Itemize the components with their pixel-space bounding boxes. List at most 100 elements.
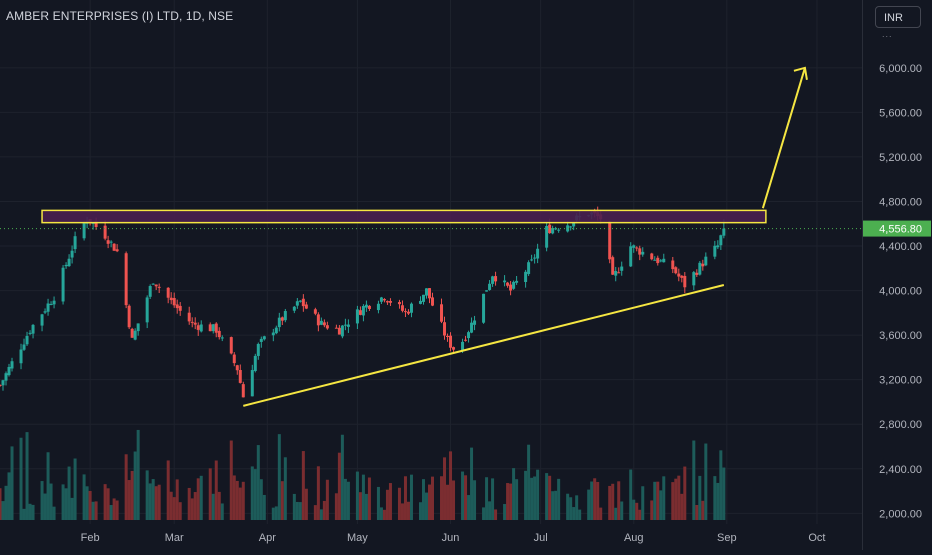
- volume-bar: [452, 480, 456, 520]
- volume-bar: [388, 483, 392, 520]
- y-tick-label: 4,800.00: [879, 196, 922, 208]
- candle-body: [43, 311, 47, 313]
- candle-body: [106, 240, 110, 244]
- y-tick-label: 4,400.00: [879, 241, 922, 253]
- volume-bar: [292, 493, 296, 520]
- volume-bar: [548, 475, 552, 520]
- volume-bar: [470, 447, 474, 520]
- candle-body: [692, 272, 696, 286]
- volume-bar: [494, 509, 498, 520]
- candle-body: [545, 225, 549, 248]
- volume-bar: [154, 486, 158, 520]
- candle-body: [379, 297, 383, 302]
- candle-body: [427, 288, 431, 299]
- volume-bar: [196, 478, 200, 520]
- candle-body: [403, 311, 407, 313]
- volume-bar: [427, 484, 431, 520]
- volume-bar: [406, 501, 410, 520]
- volume-bar: [461, 471, 465, 520]
- volume-bar: [250, 466, 254, 520]
- volume-bar: [620, 501, 624, 520]
- candle-body: [316, 314, 320, 326]
- candle-body: [7, 366, 11, 376]
- volume-bar: [662, 476, 666, 520]
- candle-body: [488, 283, 492, 290]
- candle-body: [82, 223, 86, 239]
- candle-body: [695, 272, 699, 275]
- candle-body: [10, 361, 14, 369]
- candle-body: [611, 257, 615, 275]
- last-price-label-bg: [863, 220, 931, 237]
- volume-bar: [364, 493, 368, 520]
- volume-bars: [0, 429, 726, 520]
- volume-bar: [424, 492, 428, 520]
- candle-body: [620, 266, 624, 271]
- candle-body: [283, 311, 287, 321]
- volume-bar: [587, 489, 591, 520]
- candle-body: [130, 328, 134, 338]
- candle-body: [94, 221, 98, 227]
- volume-bar: [259, 479, 263, 520]
- volume-bar: [599, 507, 603, 520]
- candle-body: [274, 327, 278, 334]
- candle-body: [452, 347, 456, 350]
- volume-bar: [70, 497, 74, 520]
- candle-body: [719, 235, 723, 246]
- volume-bar: [692, 440, 696, 520]
- candle-body: [554, 228, 558, 230]
- candle-body: [52, 300, 56, 305]
- volume-bar: [491, 478, 495, 520]
- volume-bar: [701, 500, 705, 520]
- candle-body: [473, 320, 477, 325]
- volume-bar: [358, 492, 362, 520]
- candle-body: [103, 225, 107, 239]
- volume-bar: [28, 503, 32, 520]
- volume-bar: [169, 491, 173, 520]
- breakout-arrowhead: [793, 66, 808, 81]
- annotations[interactable]: [0, 66, 862, 407]
- candle-body: [250, 370, 254, 397]
- candle-body: [418, 300, 422, 304]
- volume-bar: [509, 483, 513, 520]
- y-axis[interactable]: 6,000.00 5,600.00 5,200.00 4,800.00 4,400.00…: [862, 0, 932, 550]
- volume-bar: [61, 484, 65, 520]
- candle-body: [304, 304, 308, 309]
- candle-body: [449, 335, 453, 348]
- volume-bar: [325, 479, 329, 520]
- candle-body: [614, 271, 618, 276]
- candle-body: [503, 280, 507, 283]
- volume-bar: [716, 482, 720, 520]
- volume-bar: [313, 505, 317, 520]
- candle-body: [536, 248, 540, 259]
- volume-bar: [298, 502, 302, 520]
- volume-bar: [133, 451, 137, 520]
- candle-body: [641, 251, 645, 255]
- x-axis[interactable]: Feb Mar Apr May Jun Jul Aug Sep Oct: [81, 532, 826, 544]
- volume-bar: [262, 494, 266, 520]
- volume-bar: [82, 474, 86, 520]
- volume-bar: [572, 507, 576, 520]
- candle-body: [722, 228, 726, 236]
- volume-bar: [256, 445, 260, 520]
- volume-bar: [593, 478, 597, 520]
- candle-body: [680, 275, 684, 278]
- volume-bar: [617, 481, 621, 520]
- candle-body: [31, 324, 35, 334]
- volume-bar: [590, 481, 594, 520]
- volume-bar: [334, 493, 338, 520]
- volume-bar: [52, 506, 56, 520]
- currency-button[interactable]: INR: [875, 6, 921, 28]
- candle-body: [91, 222, 95, 224]
- volume-bar: [319, 509, 323, 520]
- more-options-icon[interactable]: ...: [882, 29, 893, 39]
- volume-bar: [379, 507, 383, 520]
- candle-body: [46, 303, 50, 312]
- candle-body: [557, 229, 561, 231]
- volume-bar: [316, 466, 320, 520]
- volume-bar: [25, 432, 29, 520]
- y-tick-label: 3,600.00: [879, 330, 922, 342]
- volume-bar: [409, 474, 413, 520]
- candle-body: [482, 293, 486, 323]
